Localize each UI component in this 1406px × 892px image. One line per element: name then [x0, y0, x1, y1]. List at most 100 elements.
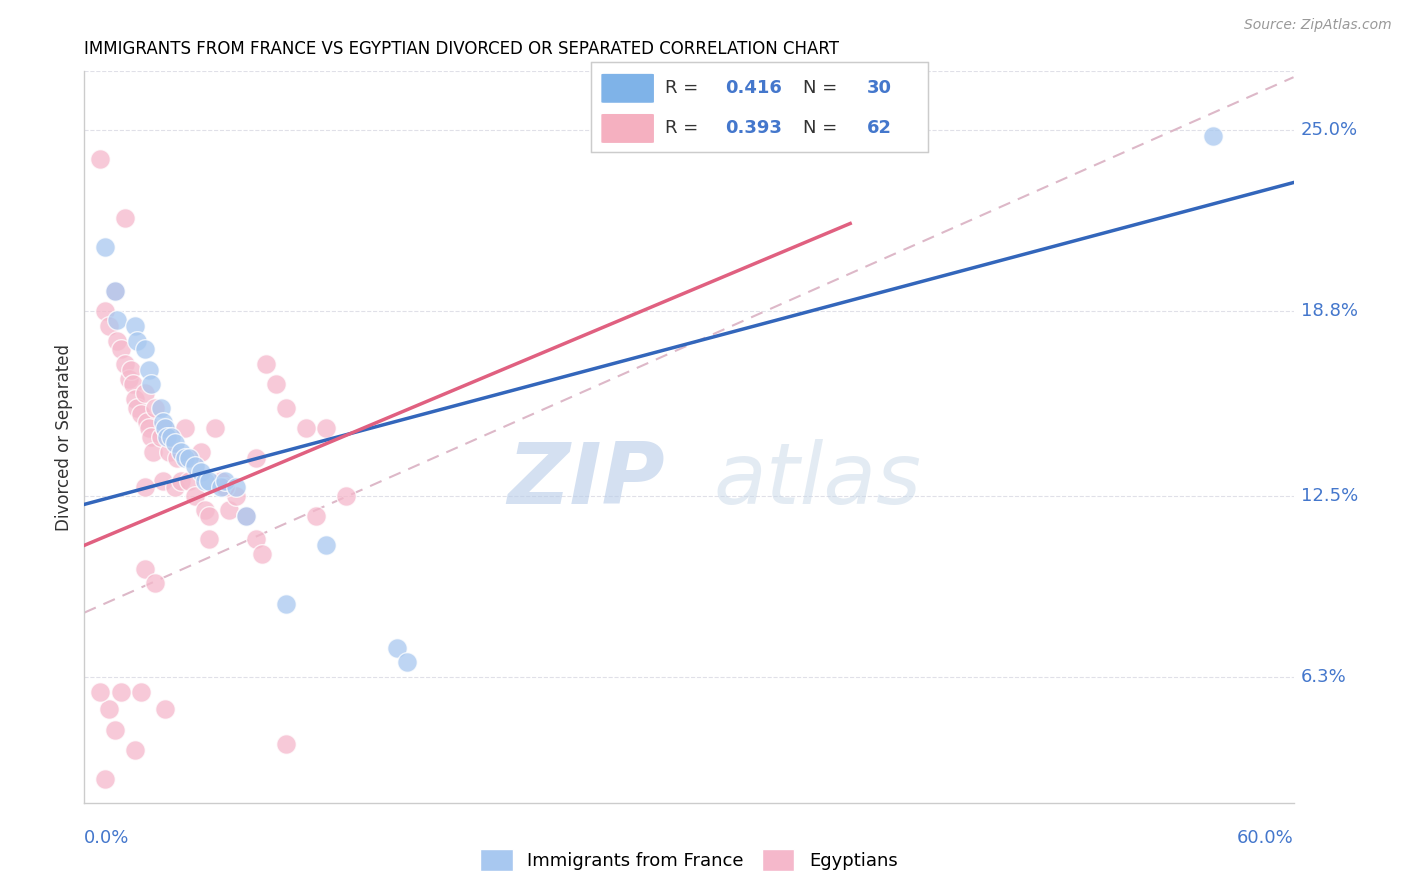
Point — [165, 480, 187, 494]
Point — [235, 509, 257, 524]
Point — [93, 304, 115, 318]
Point — [135, 416, 157, 430]
Point — [114, 211, 136, 225]
Text: 6.3%: 6.3% — [1301, 668, 1347, 686]
Text: 0.0%: 0.0% — [84, 829, 129, 847]
Text: 0.416: 0.416 — [725, 79, 782, 97]
Point — [209, 474, 232, 488]
Point — [225, 489, 247, 503]
Point — [153, 702, 176, 716]
Point — [198, 509, 221, 524]
Point — [118, 371, 141, 385]
Point — [138, 421, 160, 435]
Point — [198, 474, 221, 488]
Point — [120, 363, 142, 377]
Point — [174, 450, 197, 465]
Point — [198, 533, 221, 547]
FancyBboxPatch shape — [600, 73, 655, 103]
Point — [139, 430, 162, 444]
Text: ZIP: ZIP — [508, 440, 665, 523]
Point — [152, 416, 174, 430]
Text: 25.0%: 25.0% — [1301, 121, 1358, 139]
Point — [184, 489, 207, 503]
Point — [160, 430, 183, 444]
Point — [104, 284, 127, 298]
Y-axis label: Divorced or Separated: Divorced or Separated — [55, 343, 73, 531]
Point — [156, 430, 179, 444]
Text: IMMIGRANTS FROM FRANCE VS EGYPTIAN DIVORCED OR SEPARATED CORRELATION CHART: IMMIGRANTS FROM FRANCE VS EGYPTIAN DIVOR… — [84, 40, 839, 58]
Text: atlas: atlas — [713, 440, 921, 523]
Point — [157, 444, 180, 458]
Point — [214, 480, 236, 494]
Point — [204, 421, 226, 435]
Point — [125, 401, 148, 415]
Point — [194, 474, 217, 488]
Point — [295, 421, 318, 435]
Point — [245, 533, 267, 547]
Point — [143, 401, 166, 415]
Text: 60.0%: 60.0% — [1237, 829, 1294, 847]
Point — [179, 474, 201, 488]
Text: 30: 30 — [868, 79, 893, 97]
Point — [121, 377, 143, 392]
Point — [395, 656, 418, 670]
Point — [184, 459, 207, 474]
Point — [315, 421, 337, 435]
Point — [134, 562, 156, 576]
Text: Source: ZipAtlas.com: Source: ZipAtlas.com — [1244, 18, 1392, 32]
Point — [134, 386, 156, 401]
Text: 12.5%: 12.5% — [1301, 487, 1358, 505]
Point — [179, 450, 201, 465]
Point — [1202, 128, 1225, 143]
Point — [274, 737, 297, 751]
Text: N =: N = — [803, 79, 844, 97]
Text: 0.393: 0.393 — [725, 120, 782, 137]
Point — [166, 450, 188, 465]
Point — [315, 538, 337, 552]
Point — [89, 152, 111, 166]
Point — [170, 474, 193, 488]
Point — [134, 343, 156, 357]
Point — [124, 743, 146, 757]
Point — [225, 480, 247, 494]
Point — [125, 334, 148, 348]
Point — [93, 240, 115, 254]
Point — [218, 503, 240, 517]
Point — [264, 377, 287, 392]
Point — [110, 684, 132, 698]
Point — [190, 465, 212, 479]
Text: 18.8%: 18.8% — [1301, 302, 1358, 320]
Text: 62: 62 — [868, 120, 893, 137]
Point — [214, 474, 236, 488]
Point — [114, 357, 136, 371]
Point — [97, 702, 120, 716]
Point — [142, 444, 165, 458]
Point — [190, 444, 212, 458]
Point — [105, 334, 128, 348]
Point — [274, 401, 297, 415]
Point — [124, 318, 146, 333]
Text: R =: R = — [665, 120, 704, 137]
Point — [194, 503, 217, 517]
Point — [245, 450, 267, 465]
Point — [93, 772, 115, 787]
Point — [134, 480, 156, 494]
Point — [104, 723, 127, 737]
Point — [124, 392, 146, 406]
Point — [254, 357, 277, 371]
Point — [149, 430, 172, 444]
Point — [129, 407, 152, 421]
Point — [153, 421, 176, 435]
Point — [274, 597, 297, 611]
Point — [153, 421, 176, 435]
Legend: Immigrants from France, Egyptians: Immigrants from France, Egyptians — [474, 842, 904, 879]
Point — [165, 436, 187, 450]
Point — [235, 509, 257, 524]
Point — [143, 576, 166, 591]
Point — [385, 640, 408, 655]
Point — [139, 377, 162, 392]
Point — [129, 684, 152, 698]
Text: N =: N = — [803, 120, 844, 137]
Point — [305, 509, 328, 524]
Point — [335, 489, 357, 503]
